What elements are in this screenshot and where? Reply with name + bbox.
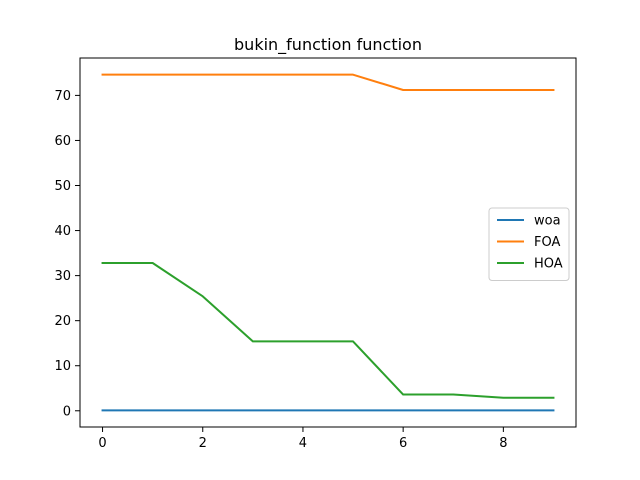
y-tick-label: 30 [54, 269, 71, 284]
y-tick-label: 40 [54, 224, 71, 239]
legend: woa FOA HOA [488, 207, 570, 281]
x-tick-label: 6 [399, 436, 407, 451]
y-tick-label: 50 [54, 179, 71, 194]
x-tick-label: 4 [299, 436, 307, 451]
axes: 0 2 4 6 8 0 10 20 30 40 50 60 70 [54, 57, 577, 451]
series-line-foa [101, 73, 555, 91]
y-tick-label: 10 [54, 359, 71, 374]
axes-frame [79, 57, 577, 428]
x-tick-label: 0 [98, 436, 106, 451]
legend-label-hoa: HOA [534, 257, 563, 272]
y-tick-label: 60 [54, 134, 71, 149]
y-tick-label: 20 [54, 314, 71, 329]
legend-label-woa: woa [534, 214, 561, 229]
chart-title: bukin_function function [234, 35, 422, 55]
y-tick-label: 0 [63, 404, 71, 419]
series-line-hoa [101, 262, 555, 399]
x-tick-label: 2 [199, 436, 207, 451]
y-tick-label: 70 [54, 89, 71, 104]
legend-label-foa: FOA [534, 235, 560, 250]
x-tick-label: 8 [499, 436, 507, 451]
plot-area [101, 73, 555, 412]
